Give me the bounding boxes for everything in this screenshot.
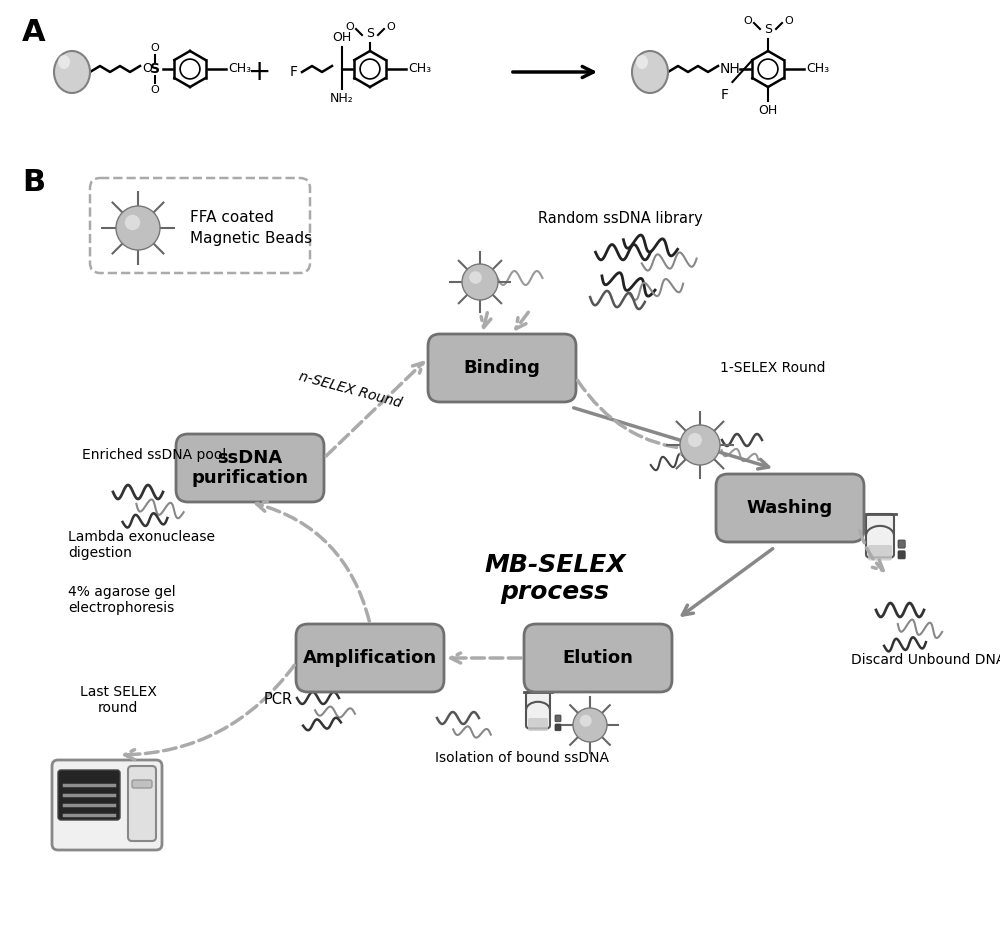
- FancyBboxPatch shape: [898, 551, 905, 559]
- FancyBboxPatch shape: [296, 624, 444, 692]
- Text: O: O: [345, 22, 354, 32]
- Text: O: O: [151, 43, 159, 53]
- Text: CH₃: CH₃: [408, 62, 431, 75]
- Text: O: O: [784, 16, 793, 26]
- FancyBboxPatch shape: [898, 540, 905, 548]
- Text: +: +: [248, 58, 272, 86]
- Ellipse shape: [688, 433, 702, 447]
- FancyBboxPatch shape: [52, 760, 162, 850]
- FancyBboxPatch shape: [132, 780, 152, 788]
- Text: O: O: [743, 16, 752, 26]
- Text: O: O: [151, 85, 159, 95]
- Text: Binding: Binding: [464, 359, 540, 377]
- Ellipse shape: [125, 215, 140, 230]
- Text: Elution: Elution: [563, 649, 633, 667]
- FancyBboxPatch shape: [555, 715, 561, 722]
- FancyBboxPatch shape: [58, 770, 120, 820]
- Text: Amplification: Amplification: [303, 649, 437, 667]
- Text: NH: NH: [720, 62, 741, 76]
- Text: F: F: [290, 65, 298, 79]
- Text: FFA coated: FFA coated: [190, 210, 274, 225]
- Text: F: F: [720, 88, 728, 102]
- Ellipse shape: [632, 51, 668, 93]
- Text: 1-SELEX Round: 1-SELEX Round: [720, 361, 826, 375]
- FancyBboxPatch shape: [716, 474, 864, 542]
- Text: OH: OH: [758, 104, 778, 117]
- Text: CH₃: CH₃: [806, 62, 829, 75]
- Text: Last SELEX
round: Last SELEX round: [80, 685, 156, 715]
- Text: Magnetic Beads: Magnetic Beads: [190, 231, 312, 246]
- Text: OH: OH: [332, 31, 352, 44]
- Ellipse shape: [462, 264, 498, 300]
- Ellipse shape: [636, 55, 648, 69]
- Ellipse shape: [680, 425, 720, 465]
- Text: S: S: [366, 27, 374, 40]
- FancyBboxPatch shape: [528, 718, 548, 731]
- FancyBboxPatch shape: [128, 766, 156, 841]
- FancyBboxPatch shape: [866, 514, 894, 558]
- FancyBboxPatch shape: [90, 178, 310, 273]
- FancyBboxPatch shape: [526, 692, 550, 728]
- Ellipse shape: [573, 708, 607, 742]
- Text: Discard Unbound DNA: Discard Unbound DNA: [851, 653, 1000, 667]
- Text: Isolation of bound ssDNA: Isolation of bound ssDNA: [435, 751, 609, 765]
- Ellipse shape: [580, 715, 592, 727]
- Text: Washing: Washing: [747, 499, 833, 517]
- Ellipse shape: [116, 206, 160, 250]
- Text: Enriched ssDNA pool: Enriched ssDNA pool: [82, 448, 226, 462]
- Text: NH₂: NH₂: [330, 92, 354, 105]
- Text: CH₃: CH₃: [228, 62, 251, 75]
- Text: Lambda exonuclease
digestion: Lambda exonuclease digestion: [68, 530, 215, 560]
- FancyBboxPatch shape: [176, 434, 324, 502]
- Text: n-SELEX Round: n-SELEX Round: [297, 370, 403, 411]
- Text: 4% agarose gel
electrophoresis: 4% agarose gel electrophoresis: [68, 585, 176, 615]
- Ellipse shape: [58, 55, 70, 69]
- FancyBboxPatch shape: [428, 334, 576, 402]
- Text: process: process: [501, 580, 610, 604]
- Text: S: S: [150, 62, 160, 76]
- Text: PCR: PCR: [263, 693, 293, 708]
- Text: O: O: [142, 62, 152, 75]
- Text: ssDNA
purification: ssDNA purification: [192, 449, 308, 488]
- FancyBboxPatch shape: [524, 624, 672, 692]
- Ellipse shape: [54, 51, 90, 93]
- Text: MB-SELEX: MB-SELEX: [484, 553, 626, 577]
- Text: Random ssDNA library: Random ssDNA library: [538, 210, 702, 225]
- Text: A: A: [22, 18, 46, 47]
- Text: S: S: [764, 23, 772, 36]
- FancyBboxPatch shape: [868, 545, 892, 560]
- Ellipse shape: [469, 271, 482, 284]
- Text: B: B: [22, 168, 45, 197]
- Text: O: O: [386, 22, 395, 32]
- FancyBboxPatch shape: [555, 724, 561, 731]
